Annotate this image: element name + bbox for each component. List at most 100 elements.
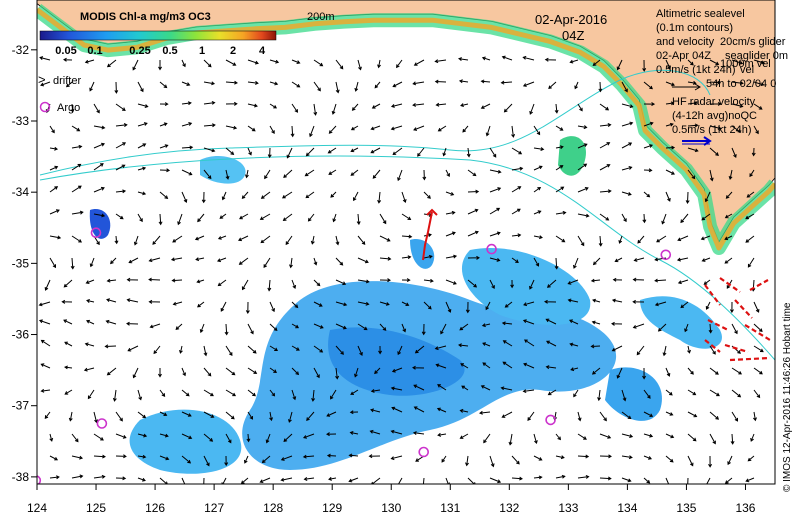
velocity-arrow <box>533 433 538 445</box>
velocity-arrow <box>501 321 513 326</box>
velocity-arrow <box>522 81 535 87</box>
argo-float-marker <box>660 249 672 261</box>
velocity-arrow <box>313 367 320 379</box>
velocity-arrow <box>612 277 623 282</box>
velocity-arrow <box>709 367 719 375</box>
velocity-arrow <box>269 367 277 373</box>
velocity-arrow <box>504 301 513 308</box>
velocity-arrow <box>543 299 557 304</box>
velocity-arrow <box>159 168 171 173</box>
colorbar <box>39 30 277 41</box>
velocity-arrow <box>288 411 293 423</box>
velocity-arrow <box>137 213 143 223</box>
velocity-arrow <box>687 433 697 442</box>
velocity-arrow <box>687 59 694 66</box>
velocity-arrow <box>70 103 75 113</box>
velocity-arrow <box>93 454 106 459</box>
velocity-arrow <box>40 363 51 369</box>
velocity-arrow <box>413 59 425 66</box>
hf-speed: 0.5m/s (1kt 24h) <box>672 124 751 136</box>
velocity-arrow <box>225 101 238 106</box>
velocity-arrow <box>529 279 535 290</box>
velocity-arrow <box>93 474 106 479</box>
velocity-arrow <box>291 323 300 329</box>
velocity-arrow <box>159 122 168 127</box>
argo-icon <box>39 101 51 113</box>
velocity-arrow <box>687 345 691 354</box>
velocity-arrow <box>460 363 469 369</box>
velocity-arrow <box>291 103 299 113</box>
hf-radar-vectors <box>704 277 771 362</box>
velocity-arrow <box>489 231 501 237</box>
velocity-arrow <box>379 301 390 306</box>
velocity-arrow <box>137 103 149 108</box>
argo-float-marker <box>90 227 102 238</box>
velocity-arrow <box>632 277 645 282</box>
velocity-arrow <box>687 169 696 180</box>
velocity-arrow <box>83 367 95 372</box>
velocity-arrow <box>642 367 647 380</box>
velocity-arrow <box>502 361 513 369</box>
velocity-arrow <box>397 477 403 484</box>
velocity-arrow <box>291 279 297 290</box>
velocity-arrow <box>522 389 535 394</box>
velocity-arrow <box>730 433 735 445</box>
velocity-arrow <box>489 169 502 174</box>
velocity-arrow <box>465 455 469 467</box>
velocity-arrow <box>523 339 535 347</box>
velocity-arrow <box>731 59 744 65</box>
velocity-arrow <box>44 279 51 291</box>
velocity-arrow <box>731 125 742 133</box>
velocity-arrow <box>127 345 139 352</box>
velocity-arrow <box>335 367 340 380</box>
velocity-arrow <box>657 323 667 332</box>
velocity-arrow <box>555 186 565 193</box>
velocity-arrow <box>687 147 699 153</box>
velocity-arrow <box>304 169 315 177</box>
velocity-arrow <box>654 278 667 283</box>
velocity-arrow <box>401 191 407 204</box>
velocity-arrow <box>440 323 447 335</box>
velocity-arrow <box>458 57 469 61</box>
y-tick-label: -33 <box>12 114 30 128</box>
velocity-arrow <box>357 279 370 284</box>
velocity-arrow <box>93 163 104 171</box>
velocity-arrow <box>328 476 337 481</box>
velocity-arrow <box>545 318 557 325</box>
velocity-arrow <box>126 277 139 282</box>
velocity-arrow <box>357 257 369 264</box>
velocity-arrow <box>392 147 403 156</box>
velocity-arrow <box>611 321 623 326</box>
velocity-arrow <box>49 433 54 442</box>
velocity-arrow <box>291 367 300 376</box>
legend-velocity-arrow <box>672 83 701 91</box>
velocity-arrow <box>724 477 733 484</box>
velocity-arrow <box>621 477 632 483</box>
velocity-arrow <box>749 169 755 178</box>
velocity-arrow <box>555 455 565 460</box>
velocity-arrow <box>313 59 324 67</box>
velocity-arrow <box>573 257 579 269</box>
velocity-arrow <box>305 191 315 199</box>
velocity-arrow <box>283 169 293 179</box>
velocity-arrow <box>260 235 271 244</box>
velocity-arrow <box>137 191 147 196</box>
velocity-arrow <box>511 125 516 138</box>
velocity-arrow <box>687 80 697 85</box>
velocity-arrow <box>511 257 519 263</box>
velocity-arrow <box>158 60 163 71</box>
velocity-arrow <box>567 279 579 285</box>
velocity-arrow <box>485 301 491 311</box>
velocity-arrow <box>680 213 689 224</box>
velocity-arrow <box>225 147 235 156</box>
velocity-arrow <box>221 477 227 484</box>
x-tick-label: 126 <box>145 501 165 515</box>
velocity-arrow <box>330 191 337 198</box>
velocity-arrow <box>281 191 293 199</box>
velocity-arrow <box>546 340 557 347</box>
velocity-arrow <box>259 213 271 220</box>
velocity-arrow <box>331 103 337 115</box>
velocity-arrow <box>423 191 431 199</box>
x-tick-label: 131 <box>440 501 460 515</box>
velocity-arrow <box>577 125 588 130</box>
